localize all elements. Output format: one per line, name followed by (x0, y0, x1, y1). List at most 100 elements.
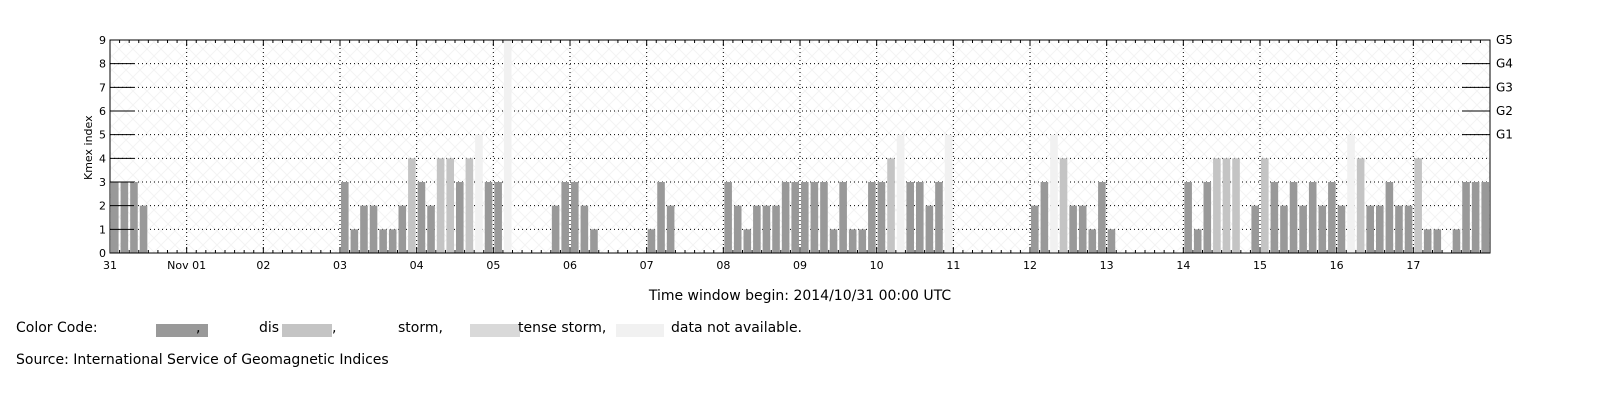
legend-swatch-quiet (156, 324, 208, 337)
kmex-bar (1462, 182, 1470, 253)
kmex-bar (877, 182, 886, 253)
x-tick-label: 12 (1023, 259, 1037, 272)
y-tick-label: 3 (99, 176, 106, 189)
x-tick-label: 17 (1406, 259, 1420, 272)
kmex-bar (762, 205, 771, 253)
kmex-bar (791, 182, 799, 253)
kmex-bar (360, 205, 368, 253)
legend-text-not-available: data not available. (671, 320, 803, 336)
y-tick-label: 0 (99, 247, 106, 260)
y-tick-label: 8 (99, 58, 106, 71)
legend-text-intense-storm: tense storm, (518, 320, 607, 336)
kmex-bar (1404, 205, 1413, 253)
kmex-bar (417, 182, 426, 253)
kmex-bar (341, 182, 349, 253)
kmex-bar (1366, 205, 1374, 253)
kmex-bar (772, 205, 780, 253)
kmex-bar (1059, 158, 1068, 253)
y-tick-label: 1 (99, 223, 106, 236)
kmex-bar (1213, 158, 1221, 253)
legend-text-quiet: , (196, 320, 201, 336)
kmex-bar (551, 205, 560, 253)
kmex-bar (1414, 158, 1422, 253)
kmex-bar (896, 134, 905, 253)
x-tick-label: 09 (793, 259, 807, 272)
kmex-bar (1328, 182, 1336, 253)
kmex-bar (801, 182, 809, 253)
kmex-bar (858, 229, 867, 253)
kmex-bar (935, 182, 943, 253)
kmex-bar (465, 158, 474, 253)
kmex-bar (944, 134, 953, 253)
x-tick-label: 15 (1253, 259, 1267, 272)
storm-level-label: G5 (1496, 33, 1513, 47)
kmex-bar (916, 182, 924, 253)
y-tick-label: 9 (99, 34, 106, 47)
kmex-bar (1280, 205, 1288, 253)
kmex-bar (446, 158, 454, 253)
x-tick-label: Nov 01 (167, 259, 206, 272)
kmex-bar (1299, 205, 1307, 253)
x-tick-label: 05 (486, 259, 500, 272)
kmex-bar (111, 182, 119, 253)
kmex-bar (1078, 205, 1087, 253)
x-tick-label: 11 (946, 259, 960, 272)
x-tick-label: 02 (256, 259, 270, 272)
kmex-bar (820, 182, 828, 253)
kmex-bar (1433, 229, 1442, 253)
y-tick-label: 5 (99, 129, 106, 142)
storm-level-label: G2 (1496, 104, 1513, 118)
kmex-bar (120, 182, 129, 253)
kmex-bar (1040, 182, 1049, 253)
kmex-bar (503, 40, 512, 253)
storm-level-label: G3 (1496, 80, 1513, 94)
kmex-bar (561, 182, 569, 253)
source-note: Source: International Service of Geomagn… (16, 352, 389, 368)
kmex-bar (350, 229, 359, 253)
kmex-bar (1088, 229, 1097, 253)
kmex-bar (1251, 205, 1259, 253)
legend-swatch-not-available (616, 324, 664, 337)
kmex-bar (571, 182, 579, 253)
x-tick-label: 10 (870, 259, 884, 272)
y-tick-label: 7 (99, 81, 106, 94)
kmex-bar (456, 182, 464, 253)
storm-level-label: G4 (1496, 57, 1513, 71)
kmex-bar (590, 229, 598, 253)
x-tick-label: 16 (1330, 259, 1344, 272)
kmex-bar (839, 182, 847, 253)
kmex-bar (1289, 182, 1298, 253)
kmex-bar (810, 182, 819, 253)
kmex-bar (398, 205, 407, 253)
kmex-bar (1356, 158, 1365, 253)
kmex-bar (580, 205, 589, 253)
kmex-bar (139, 205, 148, 253)
kmex-bar (1203, 182, 1212, 253)
kmex-bar (753, 205, 761, 253)
x-tick-label: 07 (640, 259, 654, 272)
x-tick-label: 03 (333, 259, 347, 272)
kmex-bar (724, 182, 732, 253)
kmex-bar (1452, 229, 1461, 253)
x-tick-label: 13 (1100, 259, 1114, 272)
kmex-bar (494, 182, 502, 253)
kmex-bar (1184, 182, 1192, 253)
kmex-bar (484, 182, 493, 253)
kmex-bar (388, 229, 397, 253)
kmex-bar (829, 229, 838, 253)
kmex-bar (408, 158, 416, 253)
kmex-bar (436, 158, 445, 253)
kmex-bar (657, 182, 665, 253)
y-tick-label: 6 (99, 105, 106, 118)
kmex-bar (427, 205, 435, 253)
legend-swatch-intense-storm (470, 324, 520, 337)
kmex-bar (1270, 182, 1279, 253)
legend-text-disturbed: dis (259, 320, 280, 336)
kmex-bar (1050, 134, 1058, 253)
kmex-bar (906, 182, 914, 253)
storm-level-label: G1 (1496, 128, 1513, 142)
kmex-bar (1481, 182, 1489, 253)
kmex-bar (647, 229, 656, 253)
kmex-bar (379, 229, 387, 253)
